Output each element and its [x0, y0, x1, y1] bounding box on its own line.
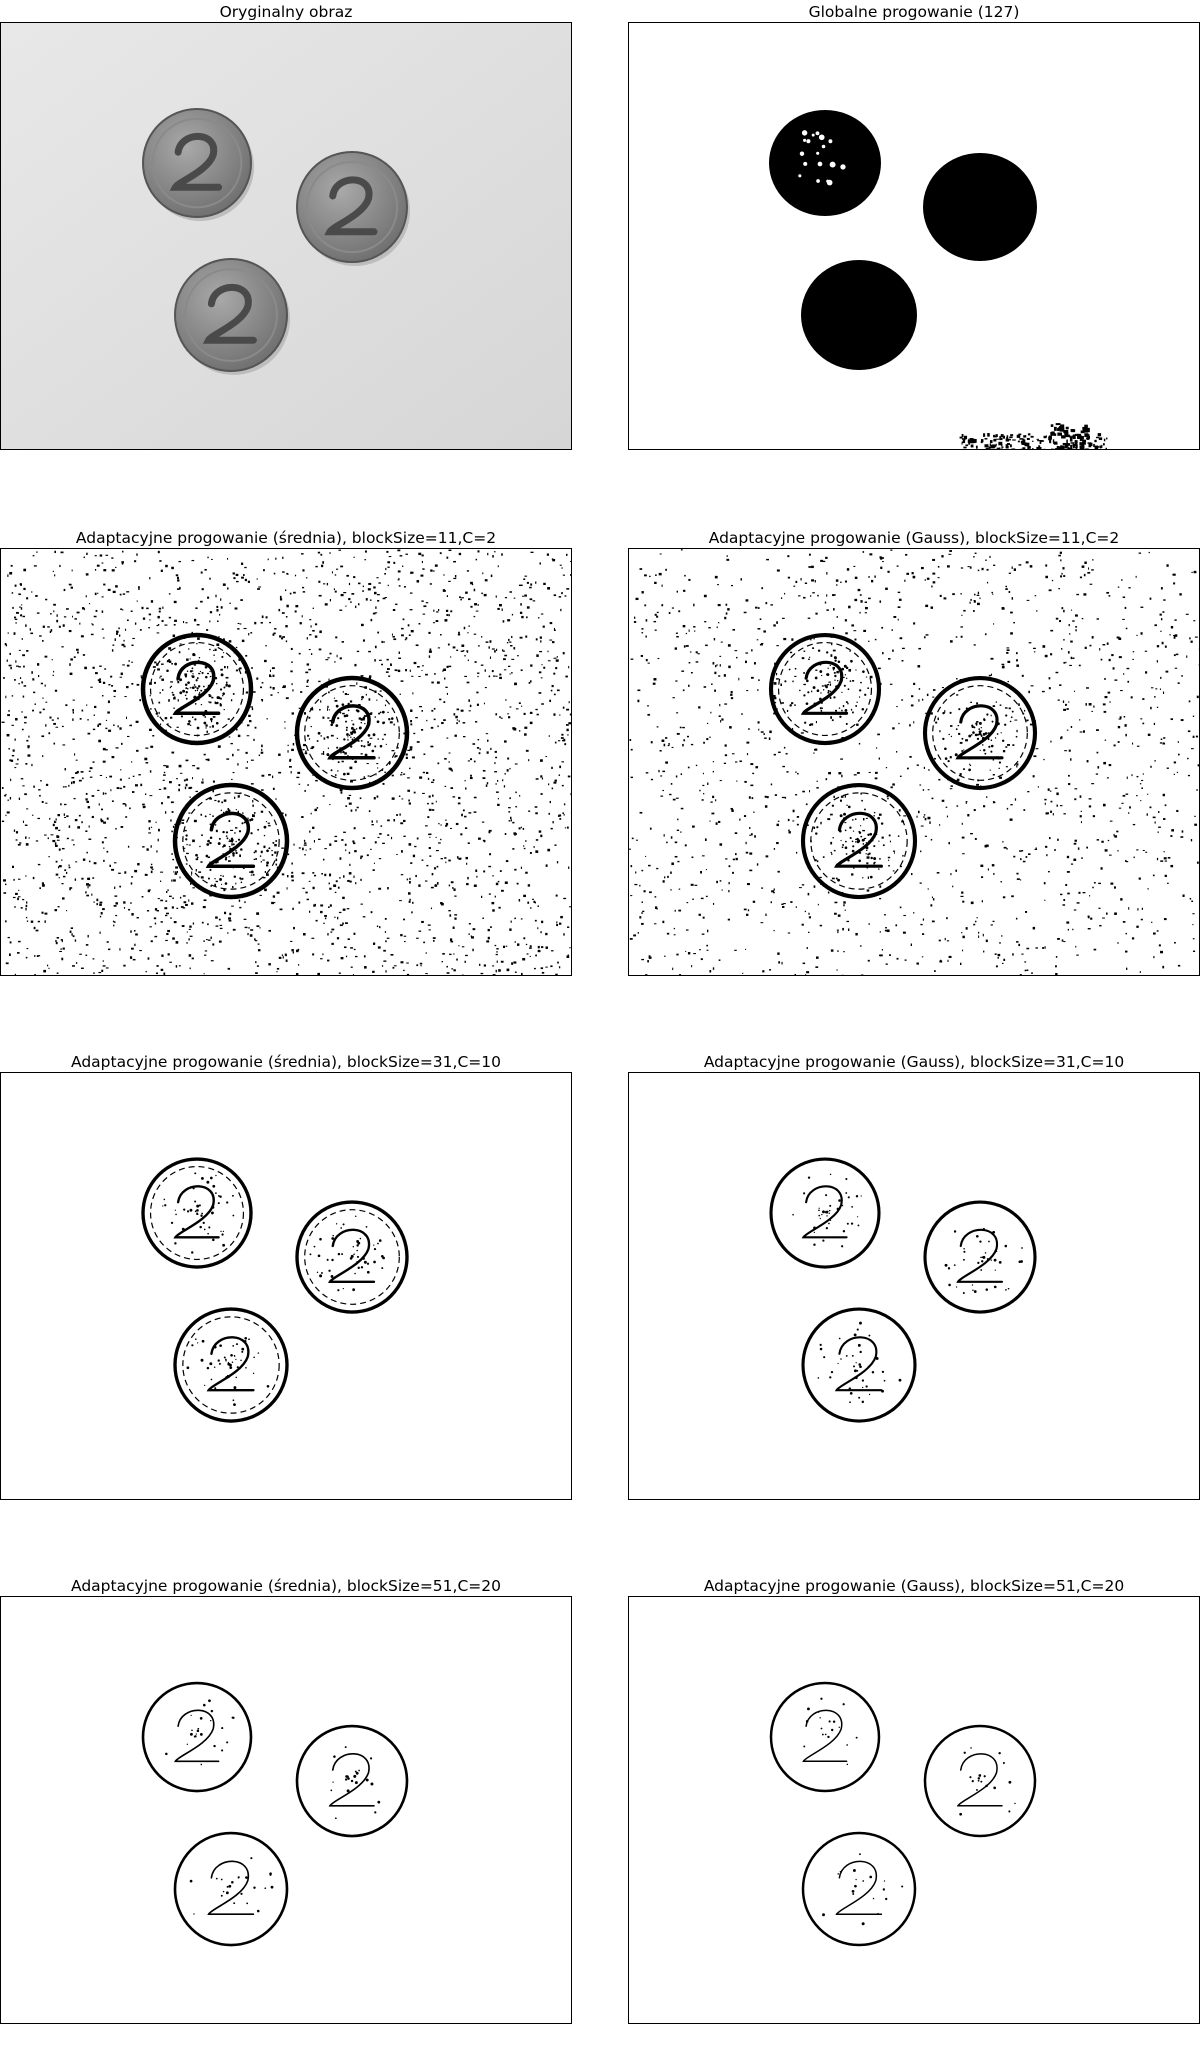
- adaptive-gauss-31-image: [629, 1073, 1199, 1499]
- adaptive-mean-11-image: [1, 549, 571, 975]
- panel-title: Oryginalny obraz: [219, 3, 353, 21]
- image-frame: [0, 22, 572, 450]
- adaptive-gauss-11-image: [629, 549, 1199, 975]
- image-frame: [628, 22, 1200, 450]
- global-threshold-image: [629, 23, 1199, 449]
- panel-title: Adaptacyjne progowanie (Gauss), blockSiz…: [703, 1577, 1125, 1595]
- image-frame: [0, 548, 572, 976]
- image-frame: [0, 1072, 572, 1500]
- image-frame: [0, 1596, 572, 2024]
- panel-title: Adaptacyjne progowanie (średnia), blockS…: [71, 1053, 501, 1071]
- panel-title: Adaptacyjne progowanie (Gauss), blockSiz…: [703, 1053, 1125, 1071]
- panel-title: Globalne progowanie (127): [808, 3, 1020, 21]
- panel-title: Adaptacyjne progowanie (średnia), blockS…: [75, 529, 497, 547]
- original-coins-image: [1, 23, 571, 449]
- image-frame: [628, 548, 1200, 976]
- image-frame: [628, 1072, 1200, 1500]
- adaptive-gauss-51-image: [629, 1597, 1199, 2023]
- panel-title: Adaptacyjne progowanie (Gauss), blockSiz…: [708, 529, 1120, 547]
- adaptive-mean-51-image: [1, 1597, 571, 2023]
- image-frame: [628, 1596, 1200, 2024]
- panel-title: Adaptacyjne progowanie (średnia), blockS…: [71, 1577, 501, 1595]
- adaptive-mean-31-image: [1, 1073, 571, 1499]
